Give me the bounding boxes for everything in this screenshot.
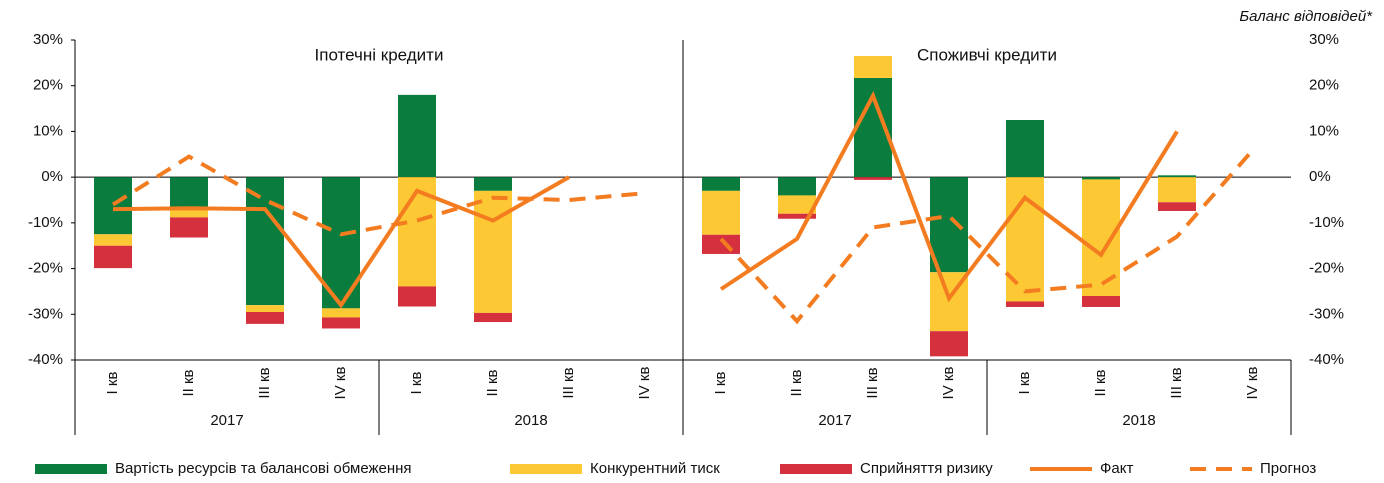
legend-swatch <box>510 464 582 474</box>
bar <box>398 94 436 178</box>
x-tick-label: II кв <box>1092 369 1109 396</box>
y2-tick-label: 10% <box>1309 122 1339 139</box>
bar <box>702 234 740 254</box>
y2-tick-label: -20% <box>1309 260 1344 277</box>
bar <box>1158 202 1196 211</box>
bar <box>170 177 208 209</box>
y2-tick-label: -10% <box>1309 214 1344 231</box>
bar <box>94 245 132 269</box>
y-tick-label: -10% <box>28 214 63 231</box>
x-tick-label: IV кв <box>1244 367 1261 400</box>
legend-label: Сприйняття ризику <box>860 460 993 477</box>
legend-label: Факт <box>1100 460 1133 477</box>
y2-tick-label: 0% <box>1309 168 1331 185</box>
bar <box>930 177 968 273</box>
legend-label: Прогноз <box>1260 460 1316 477</box>
fact-line <box>112 175 570 309</box>
bar <box>474 312 512 323</box>
bar <box>778 177 816 196</box>
y2-tick-label: -40% <box>1309 351 1344 368</box>
bar <box>94 234 132 246</box>
bar <box>854 56 892 78</box>
bar <box>170 208 208 218</box>
x-tick-label: IV кв <box>332 367 349 400</box>
group-label: 2017 <box>210 412 243 429</box>
bar <box>1006 120 1044 178</box>
legend-label: Вартість ресурсів та балансові обмеження <box>115 460 412 477</box>
bar <box>170 217 208 238</box>
bar <box>474 190 512 313</box>
bar <box>322 308 360 318</box>
bar <box>322 317 360 329</box>
y2-tick-label: 20% <box>1309 77 1339 94</box>
x-tick-label: II кв <box>180 369 197 396</box>
bar <box>1082 177 1120 180</box>
fact-line <box>719 90 1179 303</box>
x-tick-label: II кв <box>484 369 501 396</box>
forecast-line <box>719 148 1255 325</box>
group-label: 2017 <box>818 412 851 429</box>
bar <box>246 312 284 324</box>
y-tick-label: -40% <box>28 351 63 368</box>
bar <box>702 177 740 191</box>
bar <box>474 177 512 191</box>
y2-tick-label: -30% <box>1309 305 1344 322</box>
group-label: 2018 <box>1122 412 1155 429</box>
x-tick-label: IV кв <box>940 367 957 400</box>
panel-title: Споживчі кредити <box>917 45 1057 64</box>
group-label: 2018 <box>514 412 547 429</box>
y-tick-label: 20% <box>33 77 63 94</box>
y2-tick-label: 30% <box>1309 31 1339 48</box>
bar <box>702 190 740 235</box>
x-tick-label: IV кв <box>636 367 653 400</box>
bar <box>1158 175 1196 178</box>
panel-title: Іпотечні кредити <box>315 45 444 64</box>
y-tick-label: -30% <box>28 305 63 322</box>
legend-swatch <box>780 464 852 474</box>
forecast-line <box>111 154 646 237</box>
bar <box>778 213 816 219</box>
bar <box>1158 177 1196 203</box>
x-tick-label: I кв <box>104 372 121 395</box>
bar <box>246 305 284 312</box>
x-tick-label: III кв <box>256 367 273 398</box>
x-tick-label: I кв <box>1016 372 1033 395</box>
bar <box>1006 301 1044 307</box>
y-tick-label: 0% <box>41 168 63 185</box>
x-tick-label: I кв <box>408 372 425 395</box>
x-tick-label: III кв <box>864 367 881 398</box>
x-tick-label: II кв <box>788 369 805 396</box>
bar <box>778 195 816 214</box>
bar <box>398 286 436 307</box>
bar <box>94 177 132 235</box>
legend-label: Конкурентний тиск <box>590 460 720 477</box>
legend-swatch <box>35 464 107 474</box>
bar <box>930 331 968 357</box>
x-tick-label: I кв <box>712 372 729 395</box>
bar <box>246 177 284 306</box>
y-tick-label: 10% <box>33 122 63 139</box>
x-tick-label: III кв <box>560 367 577 398</box>
x-tick-label: III кв <box>1168 367 1185 398</box>
y-tick-label: -20% <box>28 260 63 277</box>
axis-note: Баланс відповідей* <box>1239 8 1373 25</box>
bar <box>854 177 892 180</box>
y-tick-label: 30% <box>33 31 63 48</box>
bar <box>1082 296 1120 307</box>
